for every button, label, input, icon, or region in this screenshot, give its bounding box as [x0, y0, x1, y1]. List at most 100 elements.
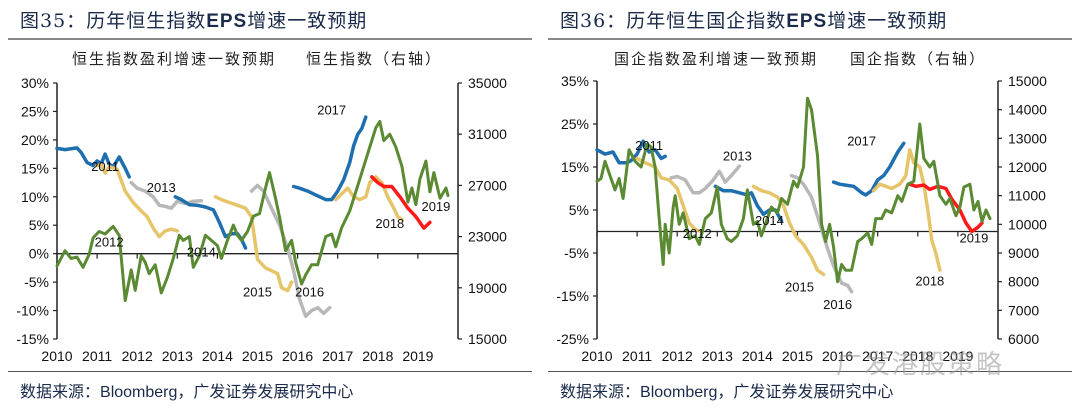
x-tick-label: 2019: [942, 348, 973, 364]
x-tick-label: 2017: [322, 348, 353, 364]
x-tick-label: 2011: [622, 348, 652, 364]
year-annotation-2018: 2018: [915, 273, 944, 288]
x-tick-label: 2010: [41, 348, 72, 364]
right-y-tick-label: 15000: [468, 331, 507, 347]
left-y-tick-label: 5%: [569, 202, 589, 218]
title-divider: [548, 38, 1072, 40]
x-tick-label: 2016: [282, 348, 313, 364]
eps-forecast-line-2019: [370, 175, 432, 230]
left-y-tick-label: -5%: [564, 245, 589, 261]
left-y-tick-label: 30%: [21, 75, 49, 91]
right-y-tick-label: 27000: [468, 177, 507, 193]
legend-eps-growth: 恒生指数盈利增速一致预期: [72, 50, 277, 68]
x-tick-label: 2014: [202, 348, 233, 364]
source-note: 数据来源：Bloomberg，广发证券发展研究中心: [20, 382, 354, 401]
left-y-tick-label: 25%: [561, 116, 589, 132]
x-tick-label: 2011: [82, 348, 112, 364]
year-annotation-2011: 2011: [635, 138, 663, 153]
watermark: 广发港股策略: [836, 350, 1005, 380]
year-annotation-2019: 2019: [421, 199, 450, 214]
right-y-tick-label: 6000: [1008, 331, 1039, 347]
eps-forecast-line-2011: [55, 146, 131, 179]
x-tick-label: 2018: [902, 348, 933, 364]
x-tick-label: 2010: [581, 348, 612, 364]
eps-forecast-line-2018: [333, 175, 404, 222]
year-annotation-2017: 2017: [847, 134, 876, 149]
eps-forecast-line-2015: [751, 184, 826, 277]
left-y-tick-label: 0%: [29, 246, 49, 262]
index-line: [595, 96, 992, 284]
x-tick-label: 2016: [822, 348, 853, 364]
x-tick-label: 2012: [122, 348, 153, 364]
source-divider: [548, 371, 1072, 372]
eps-forecast-line-2019: [908, 182, 984, 234]
x-tick-label: 2013: [702, 348, 733, 364]
eps-forecast-line-2012: [95, 163, 180, 239]
x-tick-label: 2014: [742, 348, 773, 364]
panel-fig35: 图35：历年恒生指数EPS增速一致预期 恒生指数盈利增速一致预期 恒生指数（右轴…: [8, 10, 532, 401]
x-tick-label: 2012: [662, 348, 693, 364]
title-divider: [8, 38, 532, 40]
panel-fig36: 图36：历年恒生国企指数EPS增速一致预期 国企指数盈利增速一致预期 国企指数（…: [540, 0, 1080, 411]
left-y-tick-label: -15%: [16, 331, 49, 347]
right-y-tick-label: 31000: [468, 126, 507, 142]
x-tick-label: 2019: [402, 348, 433, 364]
right-y-tick-label: 9000: [1008, 245, 1039, 261]
figure-title: 图35：历年恒生指数EPS增速一致预期: [20, 10, 368, 32]
year-annotation-2015: 2015: [785, 280, 814, 295]
right-y-tick-label: 14000: [1008, 102, 1047, 118]
eps-forecast-line-2012: [635, 156, 704, 234]
left-y-tick-label: -25%: [556, 331, 589, 347]
year-annotation-2013: 2013: [147, 180, 176, 195]
x-tick-label: 2015: [242, 348, 273, 364]
eps-forecast-line-2013: [669, 164, 742, 195]
year-annotation-2014: 2014: [187, 245, 216, 260]
source-note: 数据来源：Bloomberg，广发证券发展研究中心: [560, 382, 894, 401]
eps-forecast-line-2017: [291, 115, 368, 202]
left-y-tick-label: -10%: [16, 303, 49, 319]
right-y-tick-label: 10000: [1008, 216, 1047, 232]
legend-index-right-axis: 恒生指数（右轴）: [306, 50, 443, 68]
right-y-tick-label: 19000: [468, 280, 507, 296]
left-y-tick-label: 15%: [561, 159, 589, 175]
right-y-tick-label: 35000: [468, 75, 507, 91]
figure-title: 图36：历年恒生国企指数EPS增速一致预期: [560, 10, 948, 32]
source-divider: [8, 371, 532, 372]
x-tick-label: 2018: [362, 348, 393, 364]
left-y-tick-label: -5%: [24, 274, 49, 290]
year-annotation-2016: 2016: [823, 297, 852, 312]
year-annotation-2011: 2011: [91, 159, 119, 174]
right-y-tick-label: 23000: [468, 229, 507, 245]
right-y-tick-label: 12000: [1008, 159, 1047, 175]
x-tick-label: 2015: [782, 348, 813, 364]
x-tick-label: 2013: [162, 348, 193, 364]
index-line: [55, 119, 450, 303]
left-y-tick-label: 25%: [21, 103, 49, 119]
year-annotation-2013: 2013: [723, 149, 752, 164]
year-annotation-2019: 2019: [959, 230, 988, 245]
left-y-tick-label: 20%: [21, 132, 49, 148]
left-y-tick-label: 35%: [561, 73, 589, 89]
eps-forecast-line-2018: [871, 148, 942, 272]
eps-forecast-line-2015: [213, 195, 294, 293]
right-y-tick-label: 15000: [1008, 73, 1047, 89]
legend-eps-growth: 国企指数盈利增速一致预期: [614, 50, 819, 68]
year-annotation-2017: 2017: [317, 102, 346, 117]
year-annotation-2012: 2012: [95, 234, 124, 249]
year-annotation-2016: 2016: [295, 284, 324, 299]
left-y-tick-label: 5%: [29, 217, 49, 233]
eps-forecast-line-2017: [831, 141, 906, 197]
legend-index-right-axis: 国企指数（右轴）: [850, 50, 987, 68]
left-y-tick-label: 10%: [21, 189, 49, 205]
year-annotation-2015: 2015: [243, 284, 272, 299]
right-y-tick-label: 11000: [1008, 188, 1046, 204]
left-y-tick-label: 15%: [21, 160, 49, 176]
left-y-tick-label: -15%: [556, 288, 589, 304]
right-y-tick-label: 13000: [1008, 130, 1047, 146]
year-annotation-2018: 2018: [375, 216, 404, 231]
right-y-tick-label: 7000: [1008, 302, 1039, 318]
year-annotation-2012: 2012: [683, 226, 712, 241]
right-y-tick-label: 8000: [1008, 274, 1039, 290]
year-annotation-2014: 2014: [755, 213, 784, 228]
